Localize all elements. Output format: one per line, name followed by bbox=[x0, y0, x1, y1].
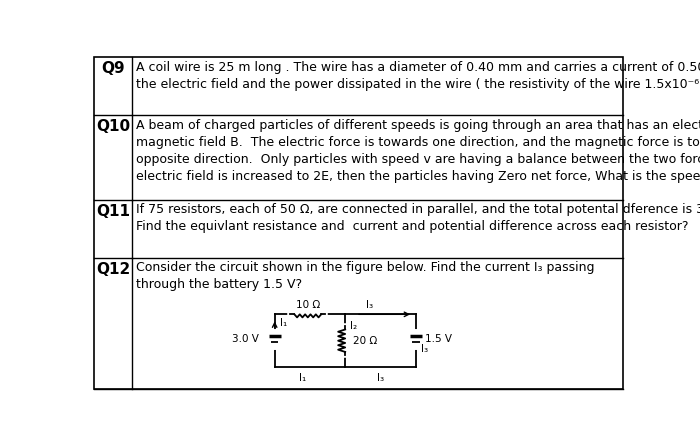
Text: 3.0 V: 3.0 V bbox=[232, 334, 258, 344]
Text: I₃: I₃ bbox=[377, 373, 384, 382]
Text: A coil wire is 25 m long . The wire has a diameter of 0.40 mm and carries a curr: A coil wire is 25 m long . The wire has … bbox=[136, 61, 700, 91]
Text: I₁: I₁ bbox=[280, 318, 287, 328]
Text: I₂: I₂ bbox=[349, 321, 357, 331]
Text: I₃: I₃ bbox=[421, 344, 428, 354]
Text: 1.5 V: 1.5 V bbox=[426, 334, 452, 344]
Text: I₁: I₁ bbox=[299, 373, 307, 382]
Text: I₃: I₃ bbox=[366, 300, 373, 310]
Text: Consider the circuit shown in the figure below. Find the current I₃ passing: Consider the circuit shown in the figure… bbox=[136, 262, 595, 274]
Text: Q11: Q11 bbox=[96, 204, 130, 219]
Text: Q9: Q9 bbox=[102, 61, 125, 76]
Text: Q10: Q10 bbox=[96, 119, 130, 134]
Text: Q12: Q12 bbox=[96, 262, 130, 277]
Text: through the battery 1.5 V?: through the battery 1.5 V? bbox=[136, 278, 302, 291]
Text: 20 Ω: 20 Ω bbox=[354, 336, 377, 346]
Text: If 75 resistors, each of 50 Ω, are connected in parallel, and the total potental: If 75 resistors, each of 50 Ω, are conne… bbox=[136, 203, 700, 233]
Text: 10 Ω: 10 Ω bbox=[295, 300, 320, 310]
Text: A beam of charged particles of different speeds is going through an area that ha: A beam of charged particles of different… bbox=[136, 118, 700, 183]
